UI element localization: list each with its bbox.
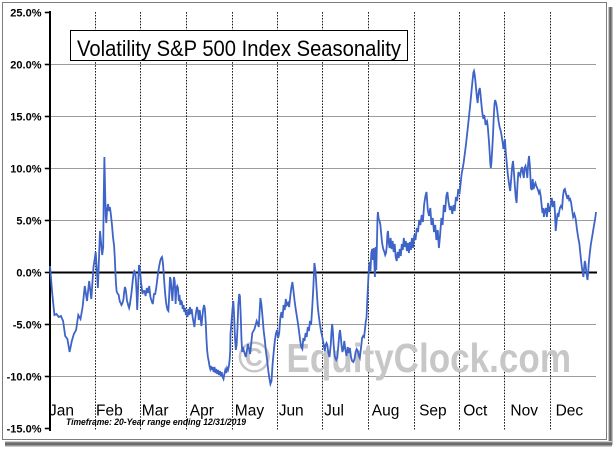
svg-text:0.0%: 0.0% (16, 267, 41, 279)
svg-text:Oct: Oct (463, 403, 488, 420)
svg-text:Nov: Nov (510, 403, 538, 420)
svg-text:5.0%: 5.0% (16, 215, 41, 227)
svg-text:-15.0%: -15.0% (7, 423, 42, 435)
svg-text:Sep: Sep (419, 403, 447, 420)
svg-text:25.0%: 25.0% (10, 7, 41, 19)
svg-text:Jun: Jun (279, 403, 304, 420)
svg-text:Apr: Apr (190, 403, 214, 420)
svg-text:Mar: Mar (142, 403, 169, 420)
svg-text:-5.0%: -5.0% (13, 319, 42, 331)
svg-text:Jul: Jul (324, 403, 344, 420)
svg-text:May: May (235, 403, 265, 420)
svg-text:-10.0%: -10.0% (7, 371, 42, 383)
svg-text:Jan: Jan (49, 403, 74, 420)
svg-text:Volatility S&P 500 Index Seaso: Volatility S&P 500 Index Seasonality (77, 36, 402, 61)
svg-text:Feb: Feb (96, 403, 123, 420)
svg-text:Dec: Dec (556, 403, 584, 420)
svg-text:15.0%: 15.0% (10, 111, 41, 123)
svg-text:Aug: Aug (372, 403, 400, 420)
svg-text:EquityClock.com: EquityClock.com (287, 335, 572, 381)
svg-text:Timeframe: 20-Year range endin: Timeframe: 20-Year range ending 12/31/20… (66, 417, 247, 428)
svg-text:20.0%: 20.0% (10, 59, 41, 71)
svg-text:10.0%: 10.0% (10, 163, 41, 175)
